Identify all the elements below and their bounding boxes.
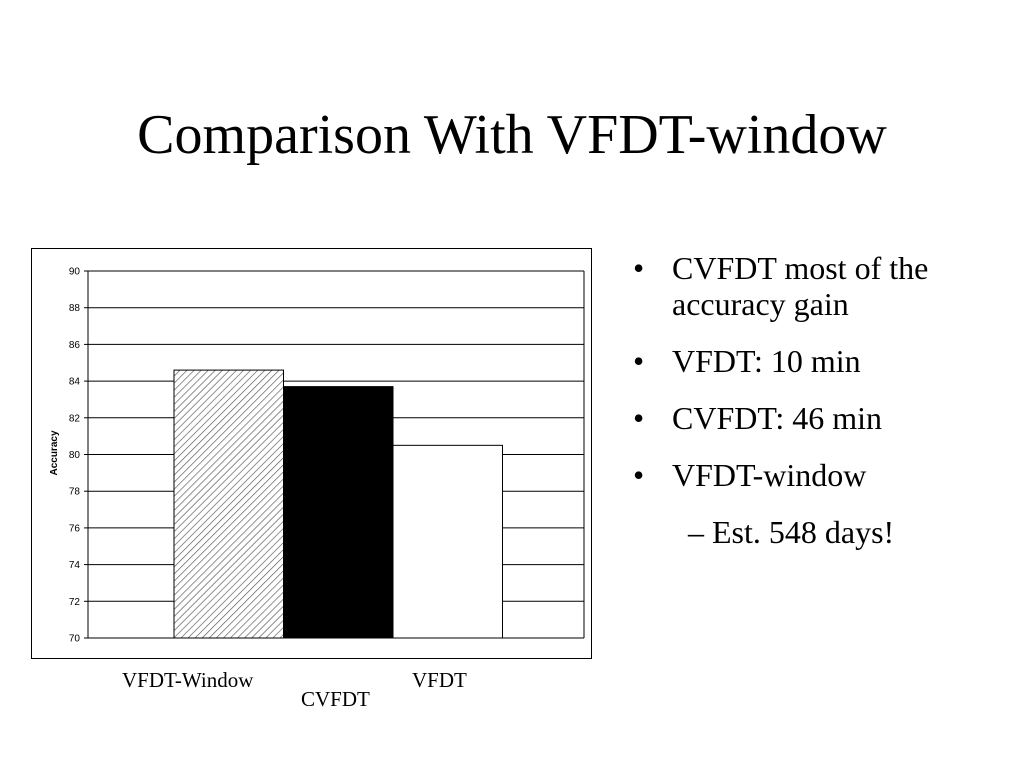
slide-title: Comparison With VFDT-window <box>137 104 887 166</box>
bullet-dot: • <box>633 250 645 286</box>
bullet-dot: • <box>633 457 645 493</box>
bullet-item: • CVFDT: 46 min <box>630 400 1010 436</box>
bullet-list: • CVFDT most of the accuracy gain • VFDT… <box>630 250 1010 550</box>
y-tick-label: 86 <box>69 340 81 351</box>
y-tick-label: 82 <box>69 413 81 424</box>
bullet-item: • CVFDT most of the accuracy gain <box>630 250 1010 322</box>
bar-chart: 70 72 74 76 78 80 82 84 86 88 90 Accuracy <box>49 267 585 645</box>
bar-cvfdt <box>283 386 394 639</box>
y-tick-label: 74 <box>69 560 81 571</box>
bullet-item: • VFDT: 10 min <box>630 343 1010 379</box>
y-tick-label: 84 <box>69 377 81 388</box>
y-tick-label: 70 <box>69 634 81 645</box>
bullet-dot: • <box>633 343 645 379</box>
bar-vfdt-window <box>173 369 284 639</box>
y-tick-label: 88 <box>69 303 81 314</box>
bullet-dot: • <box>633 400 645 436</box>
y-tick-label: 72 <box>69 597 81 608</box>
bullet-text: VFDT-window <box>672 457 867 493</box>
category-label-vfdt: VFDT <box>412 668 467 692</box>
bullet-text: CVFDT: 46 min <box>672 400 882 436</box>
bullet-item: • VFDT-window <box>630 457 1010 493</box>
y-tick-label: 90 <box>69 267 81 278</box>
y-axis-label: Accuracy <box>49 430 60 475</box>
bullet-text: VFDT: 10 min <box>672 343 861 379</box>
category-label-vfdt-window: VFDT-Window <box>122 668 254 692</box>
bar-vfdt <box>392 444 503 639</box>
y-tick-label: 76 <box>69 523 81 534</box>
category-label-cvfdt: CVFDT <box>301 687 370 711</box>
y-tick-label: 78 <box>69 487 81 498</box>
bullet-text: CVFDT most of the accuracy gain <box>672 250 929 322</box>
sub-bullet: – Est. 548 days! <box>688 514 895 550</box>
y-tick-label: 80 <box>69 450 81 461</box>
chart-frame: 70 72 74 76 78 80 82 84 86 88 90 Accuracy <box>31 248 592 659</box>
